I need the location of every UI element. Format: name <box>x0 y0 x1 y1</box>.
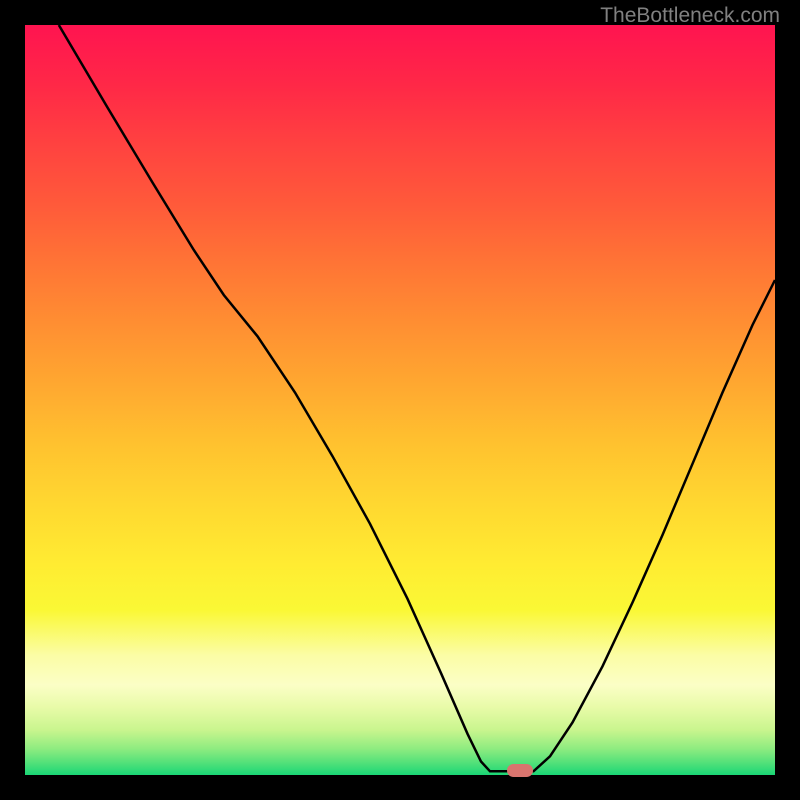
plot-area <box>25 25 775 775</box>
optimal-marker <box>507 764 533 777</box>
curve-line <box>25 25 775 775</box>
watermark-text: TheBottleneck.com <box>600 4 780 28</box>
